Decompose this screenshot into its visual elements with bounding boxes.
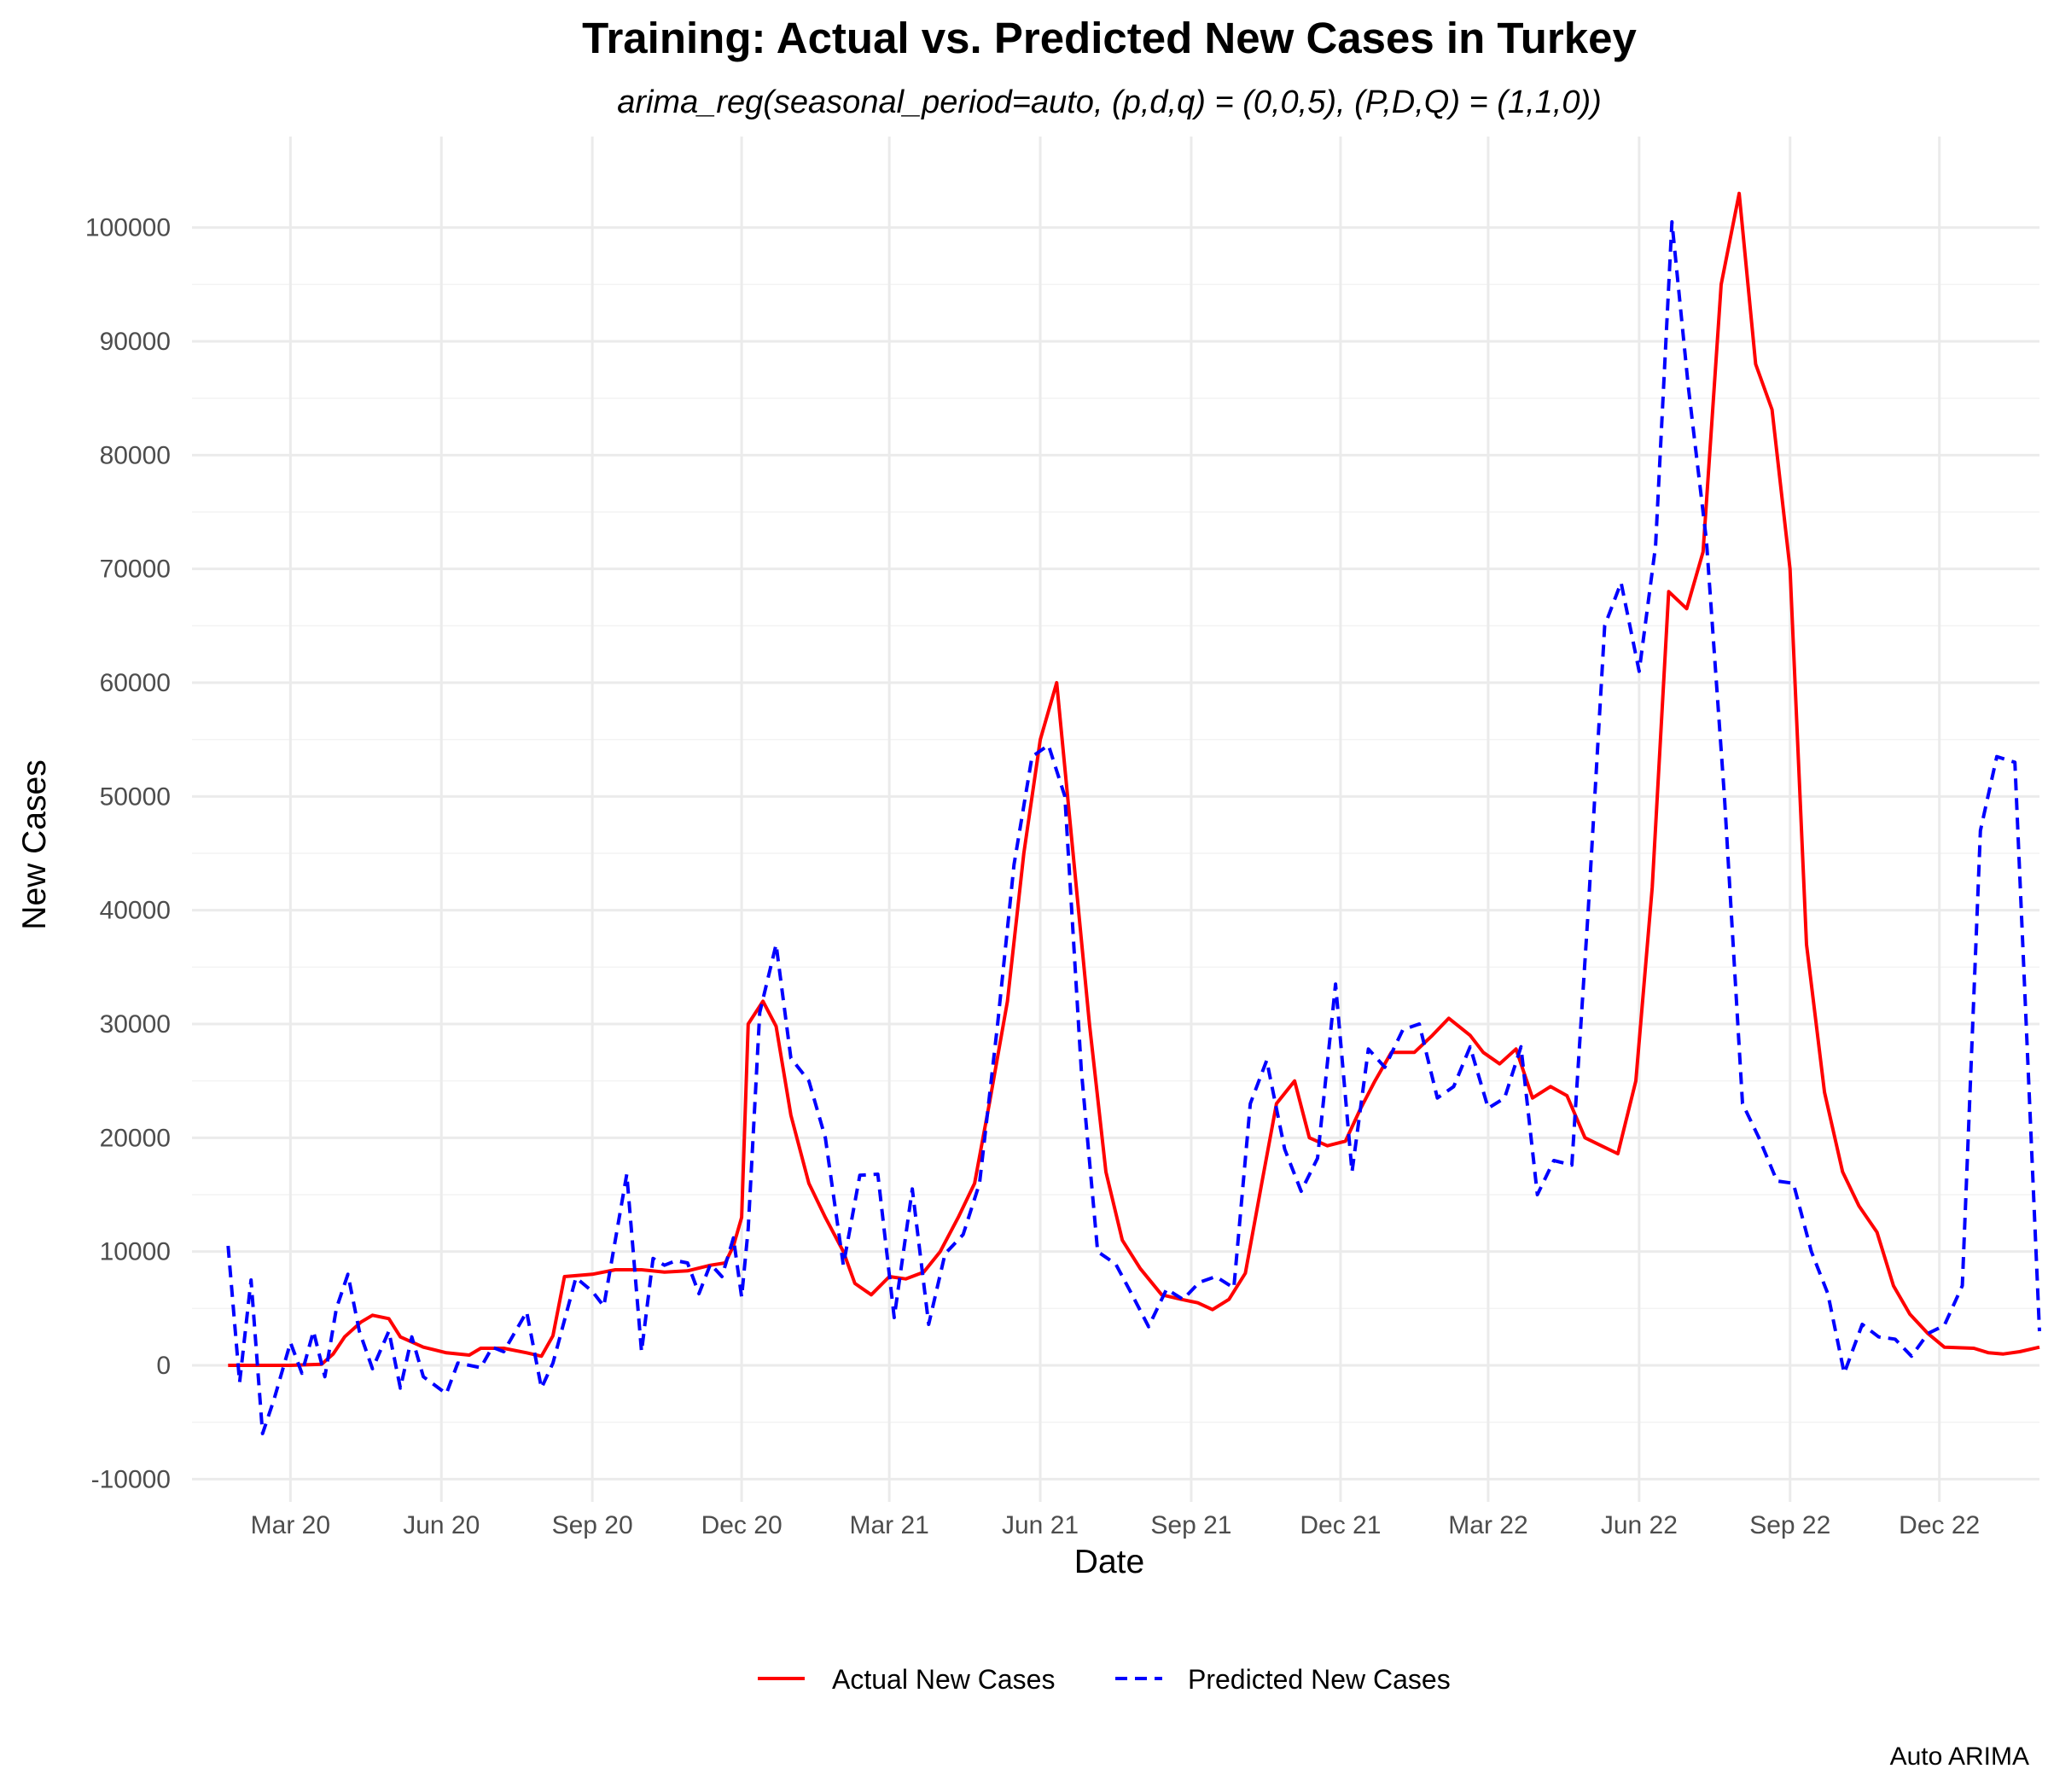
grid-lines [192, 137, 2039, 1502]
y-tick-label: 80000 [100, 441, 171, 469]
x-tick-label: Dec 22 [1899, 1511, 1980, 1539]
x-tick-label: Sep 20 [552, 1511, 633, 1539]
y-tick-label: 30000 [100, 1010, 171, 1039]
x-tick-label: Mar 22 [1448, 1511, 1527, 1539]
x-tick-label: Dec 20 [701, 1511, 783, 1539]
chart-title: Training: Actual vs. Predicted New Cases… [582, 14, 1637, 62]
predicted-cases-line [226, 220, 2041, 1435]
y-tick-label: 90000 [100, 328, 171, 356]
legend: Actual New Cases Predicted New Cases [758, 1664, 1451, 1695]
x-tick-label: Mar 20 [251, 1511, 330, 1539]
x-axis-tick-labels: Mar 20 Jun 20 Sep 20 Dec 20 Mar 21 Jun 21 Sep … [251, 1511, 1981, 1539]
y-axis-tick-labels: -10000 0 10000 20000 30000 40000 50000 60000 700… [85, 214, 171, 1494]
x-tick-label: Dec 21 [1300, 1511, 1381, 1539]
x-tick-label: Mar 21 [849, 1511, 928, 1539]
legend-label-predicted: Predicted New Cases [1188, 1664, 1451, 1695]
x-tick-label: Jun 20 [403, 1511, 480, 1539]
x-tick-label: Sep 22 [1749, 1511, 1830, 1539]
y-tick-label: -10000 [91, 1465, 171, 1493]
legend-label-actual: Actual New Cases [832, 1664, 1055, 1695]
y-tick-label: 40000 [100, 897, 171, 925]
x-axis-label: Date [1074, 1544, 1144, 1580]
chart-subtitle: arima_reg(seasonal_period=auto, (p,d,q) … [617, 84, 1602, 120]
y-axis-label: New Cases [16, 759, 53, 929]
y-tick-label: 20000 [100, 1124, 171, 1152]
chart-caption: Auto ARIMA [1890, 1743, 2029, 1771]
y-tick-label: 0 [156, 1352, 171, 1380]
y-tick-label: 60000 [100, 669, 171, 697]
y-tick-label: 50000 [100, 783, 171, 811]
x-tick-label: Jun 21 [1002, 1511, 1079, 1539]
y-tick-label: 70000 [100, 556, 171, 584]
x-tick-label: Jun 22 [1601, 1511, 1678, 1539]
y-tick-label: 10000 [100, 1238, 171, 1266]
y-tick-label: 100000 [85, 214, 171, 242]
series-lines [226, 191, 2041, 1435]
actual-cases-line [228, 191, 2040, 1367]
x-tick-label: Sep 21 [1150, 1511, 1231, 1539]
